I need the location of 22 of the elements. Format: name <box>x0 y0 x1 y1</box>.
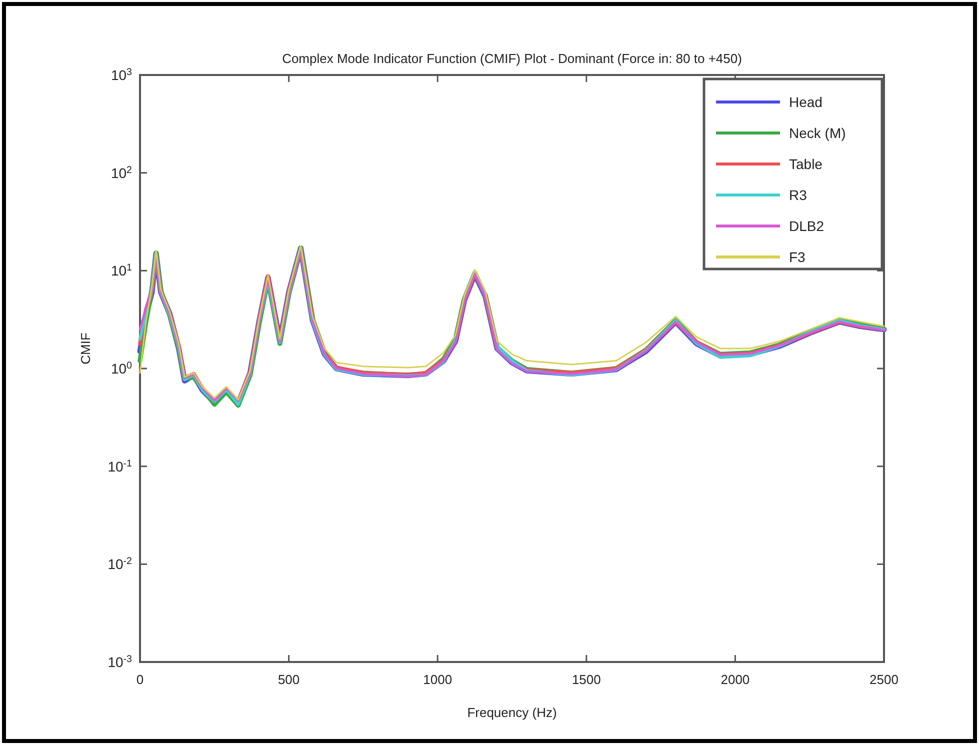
y-axis-title: CMIF <box>78 332 93 364</box>
y-tick-label: 10$^{2}$ <box>110 164 132 181</box>
y-tick-label: 10$^{-2}$ <box>108 556 132 572</box>
chart-title: Complex Mode Indicator Function (CMIF) Plot - Dominant (Force in: 80 to +450) <box>282 51 742 66</box>
x-tick-label: 500 <box>278 672 300 687</box>
x-tick-label: 0 <box>136 672 144 687</box>
x-tick-label: 1000 <box>423 672 452 687</box>
y-tick-label: 10$^{0}$ <box>110 360 133 376</box>
x-tick-label: 2000 <box>720 672 750 687</box>
y-tick-label: 10$^{-3}$ <box>108 654 133 670</box>
legend-label: R3 <box>789 187 808 203</box>
legend-label: Head <box>789 94 822 110</box>
x-tick-label: 2500 <box>870 672 898 687</box>
y-tick-label: 10$^{1}$ <box>110 262 132 279</box>
legend-label: Neck (M) <box>789 125 846 141</box>
legend-label: F3 <box>789 249 806 265</box>
legend-label: Table <box>789 156 823 172</box>
legend-label: DLB2 <box>789 218 824 234</box>
y-tick-label: 10$^{3}$ <box>110 66 133 83</box>
y-tick-label: 10$^{-1}$ <box>108 458 132 474</box>
x-tick-label: 1500 <box>572 672 601 687</box>
x-axis-title: Frequency (Hz) <box>467 705 557 720</box>
